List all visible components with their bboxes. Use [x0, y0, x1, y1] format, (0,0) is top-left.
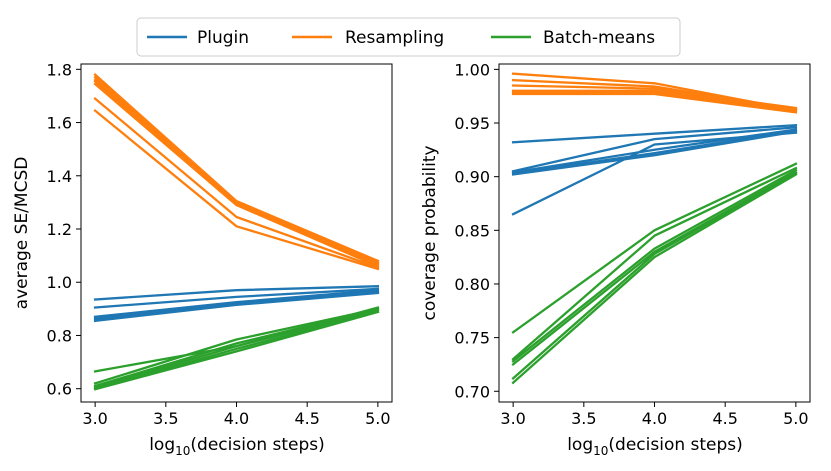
left-resampling-line-4	[93, 79, 380, 267]
legend: Plugin Resampling Batch-means	[136, 17, 681, 57]
left-x-tick-label: 4.0	[224, 409, 249, 428]
right-plugin-line-5	[511, 130, 798, 176]
left-batch-means-line-4	[93, 308, 380, 389]
left-x-axis-label: log10(decision steps)	[149, 435, 325, 458]
right-series-lines	[511, 72, 798, 385]
left-plugin-line-3	[93, 288, 380, 319]
left-plugin-line-1	[93, 285, 380, 301]
right-x-axis-label: log10(decision steps)	[567, 435, 743, 458]
left-resampling-line-7	[93, 108, 380, 271]
right-y-axis-label: coverage probability	[420, 145, 440, 320]
right-batch-means-line-5	[511, 171, 798, 381]
right-x-tick-label: 5.0	[783, 409, 808, 428]
right-plugin-line-6	[511, 131, 798, 216]
right-y-tick-label: 1.00	[454, 60, 490, 79]
left-x-tick-label: 5.0	[365, 409, 390, 428]
left-resampling-line-2	[93, 75, 380, 264]
right-batch-means-line-4	[511, 170, 798, 367]
right-batch-means-line-6	[511, 172, 798, 385]
right-tick-marks: 3.0 3.5 4.0 4.5 5.0 0.70 0.75 0.80 0.85 0.90 0.95 1…	[454, 60, 808, 428]
right-plugin-line-2	[511, 126, 798, 173]
legend-label-batch-means: Batch-means	[543, 28, 655, 48]
right-x-tick-label: 4.0	[642, 409, 667, 428]
right-x-tick-label: 3.0	[500, 409, 525, 428]
left-x-tick-label: 4.5	[294, 409, 319, 428]
right-batch-means-line-3	[511, 168, 798, 363]
right-panel-coverage-probability: 3.0 3.5 4.0 4.5 5.0 0.70 0.75 0.80 0.85 0.90 0.95 1…	[420, 60, 811, 458]
left-y-tick-label: 1.6	[47, 114, 72, 133]
left-series-lines	[93, 72, 380, 391]
left-tick-marks: 3.0 3.5 4.0 4.5 5.0 0.6 0.8 1.0 1.2 1.4 1.6 1.8	[47, 60, 391, 428]
right-resampling-line-7	[511, 92, 798, 114]
right-resampling-line-3	[511, 84, 798, 110]
left-y-tick-label: 0.8	[47, 326, 72, 345]
left-y-tick-label: 0.6	[47, 380, 72, 399]
left-resampling-line-6	[93, 96, 380, 270]
left-resampling-line-3	[93, 78, 380, 266]
left-plugin-line-5	[93, 290, 380, 321]
left-panel-average-se-mcsd: 3.0 3.5 4.0 4.5 5.0 0.6 0.8 1.0 1.2 1.4 1.6 1.8 log…	[12, 60, 393, 458]
right-y-tick-label: 0.95	[454, 114, 490, 133]
right-batch-means-line-1	[511, 162, 798, 334]
right-x-tick-label: 4.5	[712, 409, 737, 428]
right-x-tick-label: 3.5	[571, 409, 596, 428]
legend-frame	[136, 17, 681, 57]
left-y-tick-label: 1.0	[47, 273, 72, 292]
right-plugin-line-1	[511, 123, 798, 144]
left-y-axis-label: average SE/MCSD	[12, 157, 32, 310]
right-y-tick-label: 0.75	[454, 329, 490, 348]
left-batch-means-line-6	[93, 310, 380, 391]
left-x-tick-label: 3.5	[153, 409, 178, 428]
legend-label-resampling: Resampling	[345, 28, 444, 48]
left-batch-means-line-2	[93, 307, 380, 385]
left-y-tick-label: 1.4	[47, 167, 72, 186]
right-batch-means-line-2	[511, 166, 798, 361]
right-y-tick-label: 0.80	[454, 275, 490, 294]
left-plugin-line-2	[93, 287, 380, 309]
left-resampling-line-1	[93, 72, 380, 263]
right-y-tick-label: 0.70	[454, 382, 490, 401]
right-plugin-line-4	[511, 129, 798, 175]
left-x-tick-label: 3.0	[82, 409, 107, 428]
right-axes-frame	[498, 63, 811, 403]
legend-label-plugin: Plugin	[197, 28, 249, 48]
left-y-tick-label: 1.8	[47, 60, 72, 79]
left-batch-means-line-3	[93, 307, 380, 388]
left-resampling-line-5	[93, 82, 380, 268]
right-y-tick-label: 0.85	[454, 221, 490, 240]
right-y-tick-label: 0.90	[454, 168, 490, 187]
left-batch-means-line-5	[93, 310, 380, 391]
left-y-tick-label: 1.2	[47, 220, 72, 239]
left-axes-frame	[80, 63, 393, 403]
left-plugin-line-6	[93, 291, 380, 323]
